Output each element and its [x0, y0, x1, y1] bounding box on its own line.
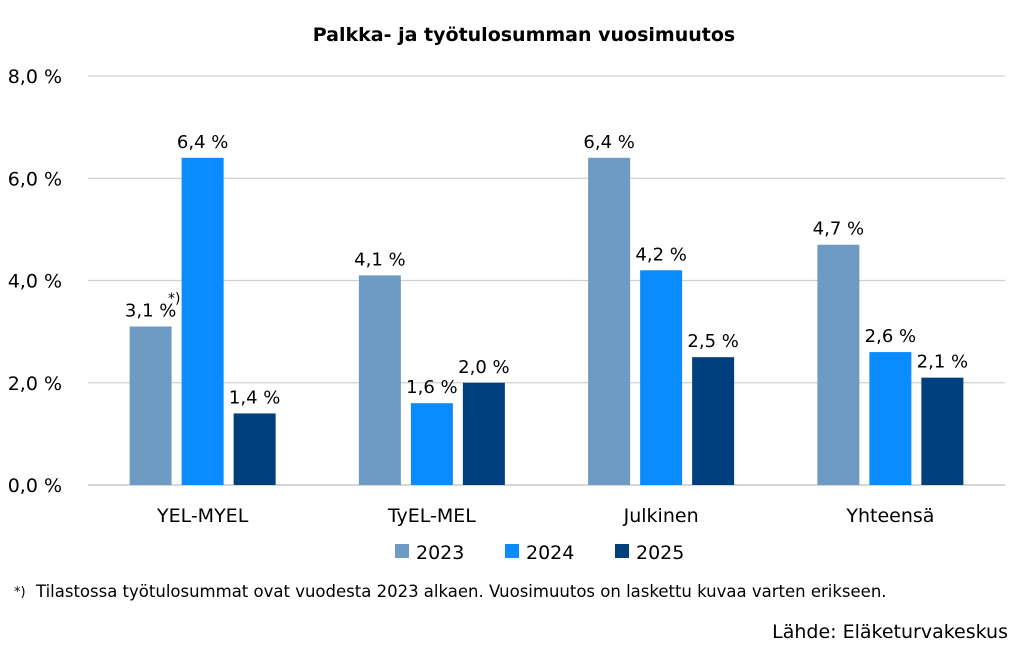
bar-2025: [233, 413, 276, 485]
data-label: 2,6 %: [865, 326, 916, 347]
data-label: 6,4 %: [583, 132, 634, 153]
y-tick-label: 4,0 %: [8, 271, 62, 293]
footnote: Tilastossa työtulosummat ovat vuodesta 2…: [35, 582, 887, 601]
chart-title: Palkka- ja työtulosumman vuosimuutos: [313, 24, 735, 46]
annotation-marker: *): [168, 291, 180, 307]
bar-2025: [462, 382, 505, 485]
y-tick-label: 2,0 %: [8, 373, 62, 395]
source-text: Lähde: Eläketurvakeskus: [772, 621, 1008, 643]
bar-2023: [588, 157, 631, 486]
footnote-marker: *): [14, 585, 26, 600]
data-label: 2,5 %: [687, 331, 738, 352]
legend-swatch-2024: [505, 544, 519, 558]
legend-label: 2023: [416, 542, 464, 564]
x-tick-label: Julkinen: [623, 505, 699, 527]
data-label: 4,7 %: [813, 219, 864, 240]
data-label: 6,4 %: [177, 132, 228, 153]
legend-label: 2024: [526, 542, 574, 564]
legend-label: 2025: [636, 542, 684, 564]
bar-2024: [640, 270, 683, 485]
bar-2025: [921, 377, 964, 485]
data-label: 3,1 %: [125, 301, 176, 322]
x-tick-label: TyEL-MEL: [387, 505, 476, 527]
bar-2024: [181, 157, 224, 486]
data-label: 2,1 %: [917, 352, 968, 373]
bar-2025: [692, 357, 735, 485]
bar-2023: [358, 275, 401, 485]
x-tick-label: Yhteensä: [845, 505, 934, 527]
bar-2024: [869, 352, 912, 485]
data-label: 1,6 %: [406, 377, 457, 398]
data-label: 1,4 %: [229, 387, 280, 408]
data-label: 4,1 %: [354, 249, 405, 270]
y-tick-label: 0,0 %: [8, 475, 62, 497]
data-label: 4,2 %: [635, 244, 686, 265]
y-tick-label: 8,0 %: [8, 66, 62, 88]
bar-2023: [129, 326, 172, 485]
legend-swatch-2023: [395, 544, 409, 558]
data-label: 2,0 %: [458, 357, 509, 378]
y-tick-label: 6,0 %: [8, 168, 62, 190]
bar-2024: [410, 403, 453, 485]
bar-2023: [817, 244, 860, 485]
legend-swatch-2025: [615, 544, 629, 558]
x-tick-label: YEL-MYEL: [156, 505, 249, 527]
